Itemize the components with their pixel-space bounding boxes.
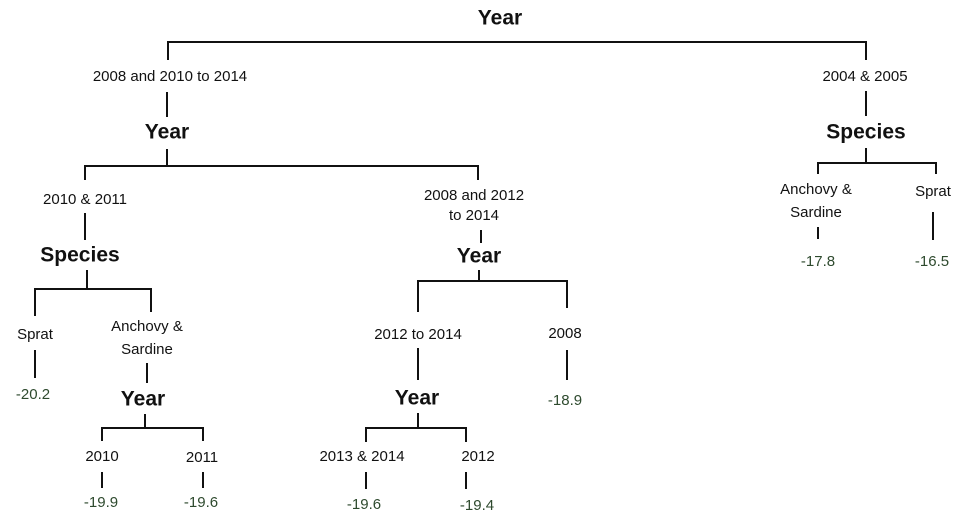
branch-label: Anchovy & — [780, 181, 852, 198]
leaf-value: -19.4 — [460, 497, 494, 514]
split-label: Year — [145, 121, 189, 144]
leaf-value: -18.9 — [548, 392, 582, 409]
branch-label: 2010 — [85, 448, 118, 465]
branch-label: 2012 to 2014 — [374, 326, 462, 343]
branch-label: to 2014 — [449, 207, 499, 224]
split-label: Species — [40, 244, 119, 267]
branch-label: 2008 and 2012 — [424, 187, 524, 204]
branch-label: Sardine — [121, 341, 173, 358]
branch-label: Sprat — [915, 183, 952, 200]
connectors — [34, 41, 937, 489]
leaf-value: -19.6 — [184, 494, 218, 511]
branch-label: 2011 — [186, 449, 218, 466]
branch-label: 2010 & 2011 — [43, 191, 127, 208]
leaf-value: -17.8 — [801, 253, 835, 270]
leaf-value: -19.9 — [84, 494, 118, 511]
leaf-value: -19.6 — [347, 496, 381, 513]
split-label: Year — [121, 388, 165, 411]
branch-label: Anchovy & — [111, 318, 183, 335]
branch-label: 2004 & 2005 — [822, 68, 907, 85]
branch-label: 2013 & 2014 — [319, 448, 404, 465]
branch-label: 2012 — [461, 448, 494, 465]
split-label: Year — [457, 245, 501, 268]
branch-label: Sprat — [17, 326, 54, 343]
branch-label: 2008 and 2010 to 2014 — [93, 68, 247, 85]
split-label: Species — [826, 121, 905, 144]
split-label: Year — [395, 387, 439, 410]
split-label: Year — [478, 7, 522, 30]
leaf-value: -20.2 — [16, 386, 50, 403]
leaf-value: -16.5 — [915, 253, 949, 270]
branch-label: 2008 — [548, 325, 581, 342]
branch-label: Sardine — [790, 204, 842, 221]
